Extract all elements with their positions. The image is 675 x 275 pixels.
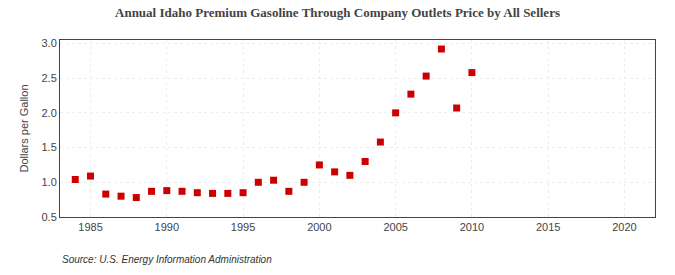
svg-text:1.5: 1.5 — [42, 141, 57, 153]
svg-text:1990: 1990 — [155, 221, 179, 233]
svg-text:1.0: 1.0 — [42, 176, 57, 188]
svg-text:Source: U.S. Energy Informatio: Source: U.S. Energy Information Administ… — [62, 254, 272, 265]
svg-text:1995: 1995 — [231, 221, 255, 233]
svg-text:2.0: 2.0 — [42, 107, 57, 119]
svg-text:Annual Idaho Premium Gasoline: Annual Idaho Premium Gasoline Through Co… — [115, 5, 560, 20]
svg-text:2020: 2020 — [612, 221, 636, 233]
svg-text:2015: 2015 — [536, 221, 560, 233]
svg-text:2.5: 2.5 — [42, 72, 57, 84]
svg-text:0.5: 0.5 — [42, 211, 57, 223]
svg-text:3.0: 3.0 — [42, 37, 57, 49]
svg-text:1985: 1985 — [78, 221, 102, 233]
svg-text:2010: 2010 — [460, 221, 484, 233]
svg-text:2000: 2000 — [307, 221, 331, 233]
svg-text:Dollars per Gallon: Dollars per Gallon — [18, 84, 30, 172]
svg-text:2005: 2005 — [383, 221, 407, 233]
